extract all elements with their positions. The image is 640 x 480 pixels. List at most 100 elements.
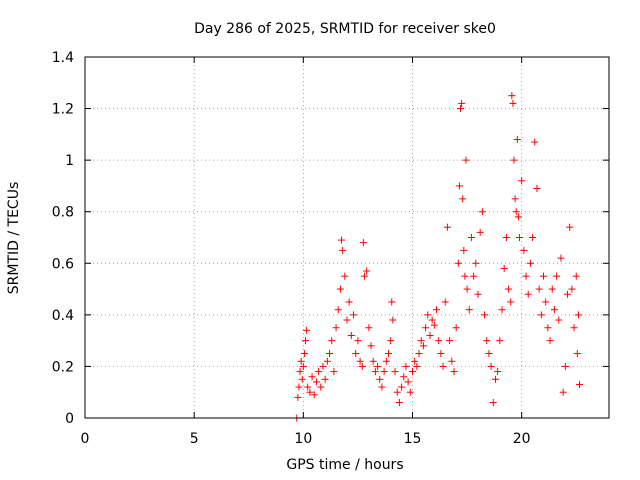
data-point: [533, 185, 541, 193]
data-point: [474, 290, 482, 298]
data-point: [384, 350, 392, 358]
data-point: [317, 383, 325, 391]
data-point: [328, 337, 336, 345]
data-point: [359, 239, 367, 247]
data-point: [454, 259, 462, 267]
data-point: [296, 368, 304, 376]
data-point: [417, 337, 425, 345]
data-point: [535, 285, 543, 293]
data-point: [476, 228, 484, 236]
data-point: [354, 337, 362, 345]
data-point: [443, 223, 451, 231]
data-point: [382, 357, 390, 365]
data-point: [415, 350, 423, 358]
data-point: [467, 234, 475, 241]
data-point: [376, 375, 384, 383]
y-tick-label: 0.2: [52, 359, 74, 375]
data-point: [404, 378, 412, 386]
data-point: [356, 357, 364, 365]
data-point: [323, 357, 331, 365]
x-tick-label: 20: [513, 431, 531, 447]
y-tick-label: 1.4: [52, 50, 74, 66]
data-point: [299, 362, 307, 370]
data-point: [319, 362, 327, 370]
data-point: [524, 290, 532, 298]
data-point: [330, 368, 338, 376]
data-point: [448, 357, 456, 365]
x-tick-label: 10: [294, 431, 312, 447]
data-point: [326, 350, 334, 358]
x-tick-label: 15: [404, 431, 422, 447]
data-point: [559, 388, 567, 396]
data-point: [496, 337, 504, 345]
data-point: [546, 337, 554, 345]
data-point: [487, 362, 495, 370]
data-point: [352, 350, 360, 358]
data-point: [557, 254, 565, 262]
data-point: [511, 195, 519, 203]
data-point: [512, 208, 520, 216]
data-point: [529, 234, 537, 241]
data-point: [491, 375, 499, 383]
data-point: [483, 337, 491, 345]
data-point: [509, 99, 517, 107]
data-point: [478, 208, 486, 216]
chart-title: Day 286 of 2025, SRMTID for receiver ske…: [194, 21, 496, 37]
data-point: [295, 383, 303, 391]
data-point: [470, 272, 478, 280]
data-point: [363, 267, 371, 275]
data-point: [439, 362, 447, 370]
x-tick-label: 0: [81, 431, 90, 447]
data-point: [450, 368, 458, 376]
data-point: [315, 368, 323, 376]
data-point: [462, 156, 470, 164]
data-point: [576, 380, 584, 388]
y-tick-label: 1: [65, 153, 74, 169]
data-point: [494, 368, 502, 376]
axis-ticks: [84, 56, 609, 419]
data-point: [573, 350, 581, 358]
data-point: [452, 324, 460, 332]
data-point: [437, 350, 445, 358]
data-point: [304, 383, 312, 391]
data-point: [561, 362, 569, 370]
data-point: [531, 138, 539, 146]
data-point: [455, 182, 463, 190]
data-point: [460, 246, 468, 254]
data-point: [302, 337, 310, 345]
data-point: [513, 136, 521, 144]
data-point: [347, 331, 355, 339]
data-point: [419, 342, 427, 350]
data-point: [522, 272, 530, 280]
data-point: [463, 285, 471, 293]
data-point: [369, 357, 377, 365]
data-point: [294, 393, 302, 401]
data-point: [310, 391, 318, 399]
data-point: [459, 195, 467, 203]
data-point: [472, 259, 480, 267]
data-point: [498, 306, 506, 314]
data-point: [298, 375, 306, 383]
y-tick-label: 1.2: [52, 102, 74, 118]
data-points: [293, 92, 584, 422]
data-point: [402, 362, 410, 370]
data-point: [570, 324, 578, 332]
data-point: [481, 311, 489, 319]
plot-frame: [84, 56, 610, 419]
data-point: [540, 272, 547, 280]
data-point: [508, 92, 516, 100]
data-point: [300, 350, 308, 358]
x-axis-label: GPS time / hours: [286, 457, 403, 473]
y-tick-label: 0.4: [52, 308, 74, 324]
data-point: [413, 362, 421, 370]
data-point: [566, 223, 574, 231]
data-point: [308, 373, 316, 381]
data-point: [365, 324, 373, 332]
data-point: [544, 324, 552, 332]
data-point: [406, 388, 414, 396]
data-point: [336, 285, 344, 293]
data-point: [312, 378, 320, 386]
data-point: [485, 350, 493, 358]
data-point: [507, 298, 515, 306]
